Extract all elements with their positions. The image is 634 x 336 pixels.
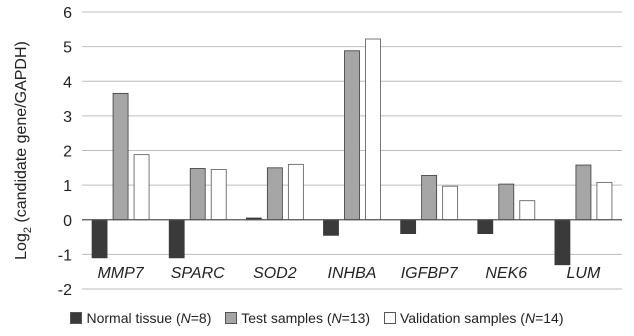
category-label-sod2: SOD2 xyxy=(253,265,297,282)
y-tick-label: -1 xyxy=(58,247,72,264)
category-label-lum: LUM xyxy=(567,265,601,282)
y-tick-label: 5 xyxy=(63,40,72,57)
bars xyxy=(91,38,613,266)
category-labels: MMP7 SPARC SOD2 INHBA IGFBP7 NEK6 LUM xyxy=(97,265,601,282)
y-tick-label: 4 xyxy=(63,74,72,91)
bar-igfbp7-series-1 xyxy=(421,175,438,221)
legend: Normal tissue (N=8) Test samples (N=13) … xyxy=(0,310,634,326)
y-tick-label: 6 xyxy=(63,5,72,22)
category-label-sparc: SPARC xyxy=(171,265,225,282)
bar-sparc-series-0 xyxy=(168,219,185,259)
bar-nek6-series-1 xyxy=(498,183,515,221)
y-tick-label: 2 xyxy=(63,144,72,161)
bar-nek6-series-2 xyxy=(519,200,536,221)
bar-lum-series-2 xyxy=(596,181,613,221)
legend-item-validation: Validation samples (N=14) xyxy=(383,310,564,326)
y-tick-label: 1 xyxy=(63,178,72,195)
bar-sod2-series-1 xyxy=(266,167,283,221)
category-label-mmp7: MMP7 xyxy=(97,265,144,282)
bar-inhba-series-0 xyxy=(323,219,339,236)
bar-sod2-series-2 xyxy=(287,163,304,221)
bar-igfbp7-series-0 xyxy=(400,219,417,234)
bar-igfbp7-series-2 xyxy=(442,185,459,221)
bar-nek6-series-0 xyxy=(477,219,494,234)
y-tick-label: -2 xyxy=(58,282,72,299)
category-label-nek6: NEK6 xyxy=(485,265,527,282)
legend-swatch-normal xyxy=(70,312,83,324)
bar-sparc-series-1 xyxy=(189,168,206,221)
legend-swatch-test xyxy=(225,312,238,324)
bar-sparc-series-2 xyxy=(210,169,227,221)
y-axis-ticks: -2 -1 0 1 2 3 4 5 6 xyxy=(58,5,72,299)
category-label-inhba: INHBA xyxy=(328,265,377,282)
y-axis-label: Log2 (candidate gene/GAPDH) xyxy=(13,41,34,260)
bar-lum-series-1 xyxy=(575,164,592,221)
bar-mmp7-series-1 xyxy=(112,92,129,221)
bar-lum-series-0 xyxy=(554,219,571,266)
bar-mmp7-series-2 xyxy=(133,154,150,221)
legend-item-test: Test samples (N=13) xyxy=(225,310,370,326)
bar-inhba-series-2 xyxy=(365,38,381,221)
bar-mmp7-series-0 xyxy=(91,219,108,259)
y-tick-label: 0 xyxy=(63,213,72,230)
legend-swatch-validation xyxy=(383,312,396,324)
legend-item-normal: Normal tissue (N=8) xyxy=(70,310,211,326)
y-tick-label: 3 xyxy=(63,109,72,126)
bar-chart: -2 -1 0 1 2 3 4 5 6 MMP7 SPARC SOD2 INHBA IGFBP7 NEK6… xyxy=(13,5,622,299)
category-label-igfbp7: IGFBP7 xyxy=(401,265,459,282)
bar-inhba-series-1 xyxy=(344,50,360,221)
